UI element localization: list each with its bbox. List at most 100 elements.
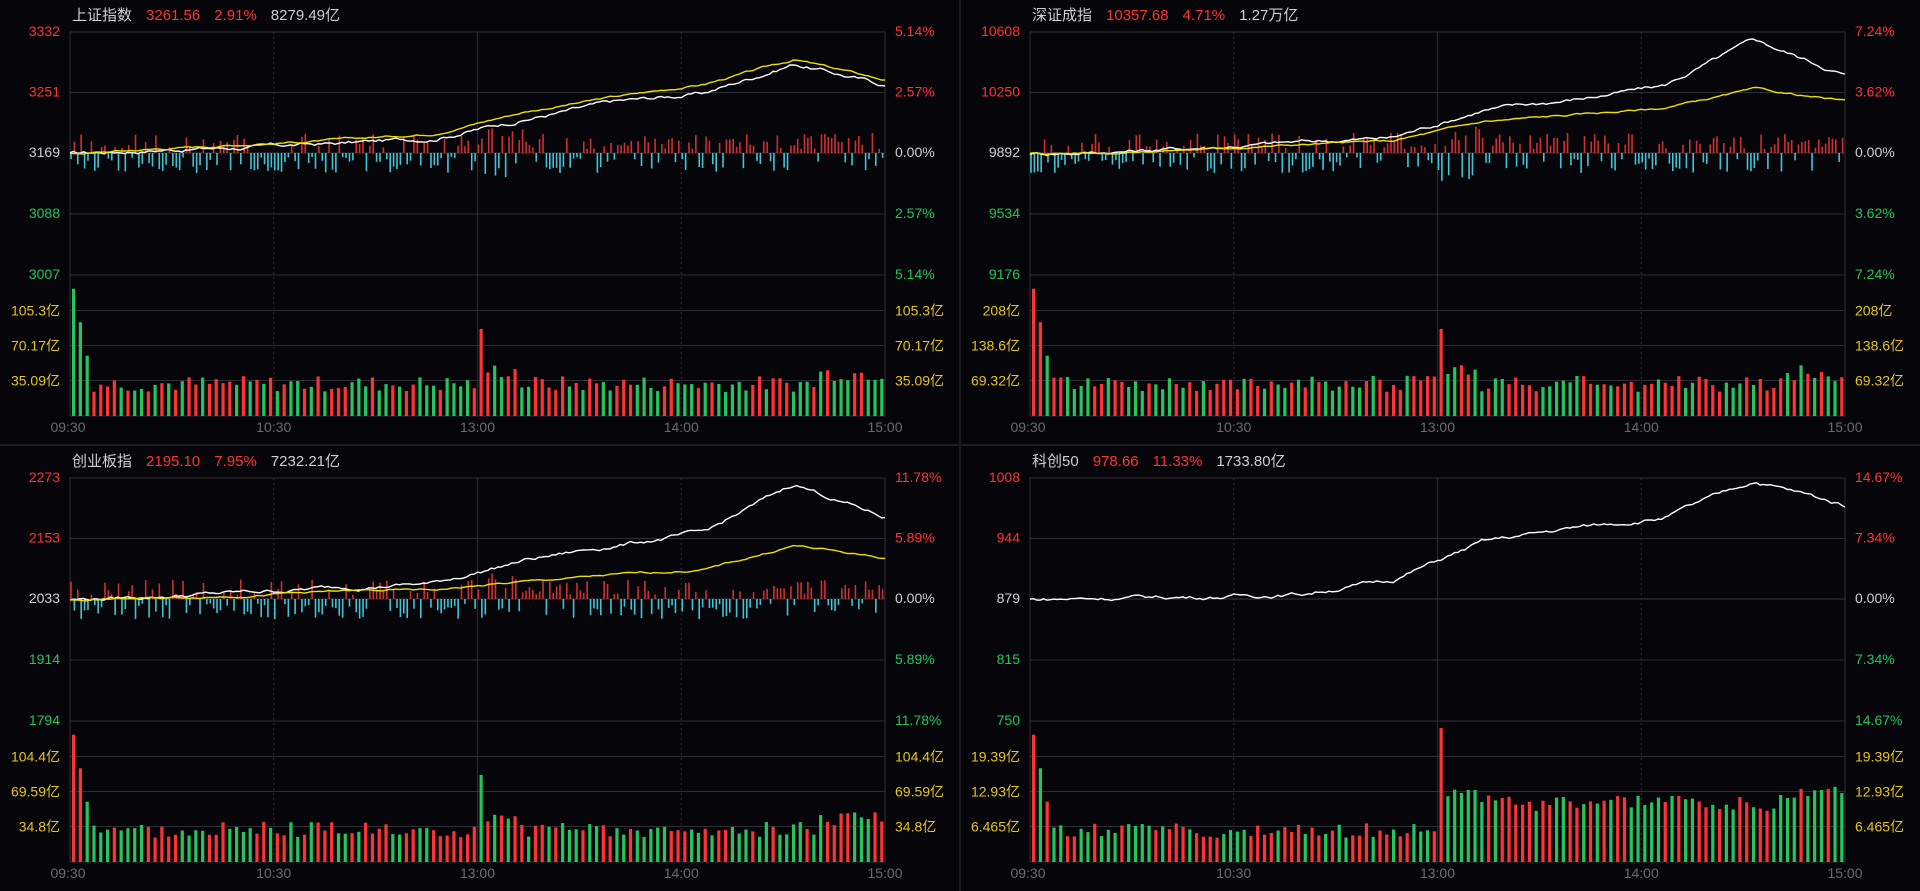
panel-shenzhen-component[interactable]: 10608 10250 9892 9534 9176 7.24% 3.62% 0.00% 3.6… bbox=[960, 0, 1920, 445]
volume-bar bbox=[1317, 835, 1321, 862]
volume-bar bbox=[1195, 390, 1199, 416]
panel-divider-horizontal bbox=[0, 444, 1920, 446]
volume-tick-label: 208亿 bbox=[983, 303, 1020, 319]
time-tick-label: 14:00 bbox=[1624, 419, 1659, 435]
volume-tick-label: 34.8亿 bbox=[895, 819, 936, 835]
volume-bar bbox=[1514, 804, 1518, 862]
volume-bar bbox=[105, 829, 110, 862]
volume-bar bbox=[1724, 804, 1728, 862]
volume-bar bbox=[717, 383, 721, 416]
panel-star50[interactable]: 1008 944 879 815 750 14.67% 7.34% 0.00% 7.34% 14.… bbox=[960, 446, 1920, 891]
volume-bar bbox=[1588, 801, 1593, 862]
volume-bar bbox=[1330, 830, 1335, 862]
volume-bar bbox=[819, 815, 823, 862]
pct-tick-label: 11.78% bbox=[895, 712, 941, 728]
volume-bar bbox=[1507, 384, 1511, 416]
volume-bar bbox=[479, 328, 483, 416]
pct-tick-label: 3.62% bbox=[1855, 84, 1895, 100]
volume-bar bbox=[859, 817, 864, 862]
time-tick-label: 15:00 bbox=[1827, 865, 1862, 881]
volume-bar bbox=[1065, 377, 1070, 416]
volume-bar bbox=[296, 381, 300, 416]
intraday-chart: 1008 944 879 815 750 14.67% 7.34% 0.00% 7.34% 14.… bbox=[971, 469, 1904, 881]
price-tick-label: 1794 bbox=[29, 712, 60, 728]
volume-bar bbox=[798, 381, 802, 416]
volume-bar bbox=[1106, 378, 1110, 416]
volume-bar bbox=[1616, 796, 1620, 862]
average-price-line bbox=[1029, 86, 1846, 156]
volume-bar bbox=[1167, 829, 1172, 862]
intraday-chart: 2273 2153 2033 1914 1794 11.78% 5.89% 0.00% 5.89… bbox=[11, 469, 944, 881]
volume-bar bbox=[1690, 382, 1694, 416]
time-tick-label: 15:00 bbox=[867, 865, 902, 881]
volume-bar bbox=[1439, 728, 1443, 862]
volume-bar bbox=[1826, 376, 1830, 416]
volume-bar bbox=[1093, 386, 1097, 416]
pct-tick-label: 2.57% bbox=[895, 84, 935, 100]
volume-bar bbox=[513, 369, 517, 416]
pct-tick-label: 7.34% bbox=[1855, 530, 1895, 546]
volume-bar bbox=[1147, 383, 1151, 416]
volume-bar bbox=[703, 382, 707, 416]
volume-bar bbox=[1283, 387, 1287, 416]
volume-bar bbox=[1711, 804, 1715, 862]
volume-bar bbox=[1670, 385, 1674, 416]
volume-bar bbox=[1595, 384, 1599, 416]
volume-bar bbox=[1738, 797, 1742, 862]
volume-bar bbox=[1269, 832, 1273, 862]
volume-bar bbox=[1765, 390, 1769, 416]
volume-bar bbox=[1439, 328, 1443, 416]
volume-bar bbox=[1276, 830, 1280, 862]
volume-bar bbox=[1405, 833, 1409, 862]
volume-bar bbox=[1813, 790, 1817, 862]
volume-bar bbox=[1222, 379, 1226, 416]
volume-bar bbox=[1140, 390, 1144, 416]
volume-bar bbox=[1032, 734, 1036, 862]
volume-bar bbox=[764, 822, 768, 862]
volume-bar bbox=[785, 834, 789, 862]
volume-bar bbox=[567, 829, 571, 862]
volume-bar bbox=[832, 380, 836, 416]
price-lines bbox=[69, 484, 886, 602]
volume-bar bbox=[1161, 826, 1165, 862]
volume-tick-label: 138.6亿 bbox=[971, 338, 1020, 354]
volume-bar bbox=[1358, 835, 1362, 862]
volume-bar bbox=[92, 391, 96, 416]
volume-bar bbox=[791, 391, 796, 416]
volume-bar bbox=[1833, 381, 1837, 416]
volume-bar bbox=[649, 829, 653, 862]
volume-bar bbox=[221, 822, 225, 862]
time-tick-label: 10:30 bbox=[1216, 419, 1251, 435]
volume-bar bbox=[520, 825, 524, 862]
volume-bar bbox=[1093, 823, 1097, 862]
volume-bar bbox=[622, 834, 626, 862]
volume-bar bbox=[547, 387, 551, 416]
volume-bar bbox=[676, 383, 680, 416]
price-tick-label: 879 bbox=[997, 590, 1021, 606]
volume-bar bbox=[1697, 801, 1701, 862]
volume-bar bbox=[832, 825, 836, 862]
volume-bar bbox=[1453, 789, 1457, 862]
volume-bar bbox=[425, 385, 429, 416]
volume-tick-label: 69.32亿 bbox=[1855, 373, 1904, 389]
panel-header: 深证成指 10357.68 4.71% 1.27万亿 bbox=[1032, 4, 1312, 25]
volume-bar bbox=[744, 390, 748, 416]
volume-bar bbox=[350, 833, 354, 862]
volume-bar bbox=[1609, 799, 1613, 862]
volume-bar bbox=[1840, 377, 1844, 416]
volume-bar bbox=[574, 829, 578, 862]
volume-bar bbox=[1697, 376, 1701, 416]
volume-bar bbox=[642, 377, 646, 416]
volume-bar bbox=[1500, 379, 1504, 416]
volume-bar bbox=[1717, 391, 1722, 416]
panel-chinext[interactable]: 2273 2153 2033 1914 1794 11.78% 5.89% 0.00% 5.89… bbox=[0, 446, 960, 891]
volume-bar bbox=[1758, 379, 1762, 416]
volume-bar bbox=[228, 828, 232, 862]
volume-bar bbox=[859, 372, 864, 416]
panel-shanghai-composite[interactable]: 3332 3251 3169 3088 3007 5.14% 2.57% 0.00% 2.57%… bbox=[0, 0, 960, 445]
volume-bar bbox=[1385, 391, 1389, 416]
volume-bars bbox=[72, 288, 884, 416]
volume-bar bbox=[139, 388, 144, 416]
volume-bar bbox=[1405, 375, 1409, 416]
volume-bar bbox=[248, 828, 252, 862]
